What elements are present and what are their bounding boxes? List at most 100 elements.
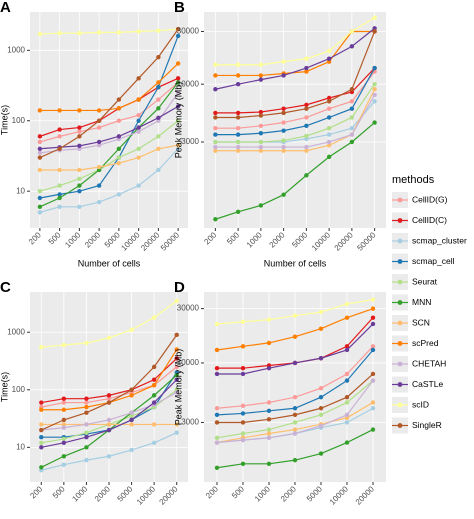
data-point <box>318 412 324 418</box>
data-point <box>344 344 350 349</box>
y-tick-label: 10000 <box>177 79 200 88</box>
panel-label: A <box>0 0 11 16</box>
data-point <box>57 31 62 36</box>
x-tick-label: 500 <box>225 230 241 246</box>
data-point <box>175 146 181 151</box>
data-point <box>318 423 324 429</box>
legend-label: MNN <box>412 297 431 307</box>
data-point <box>318 309 324 315</box>
data-point <box>39 440 44 445</box>
data-point <box>136 155 141 160</box>
data-point <box>304 115 309 120</box>
x-tick-label: 200 <box>204 484 220 500</box>
x-tick-label: 10000 <box>328 484 350 506</box>
y-tick-label: 100 <box>12 385 26 394</box>
data-point <box>174 364 179 370</box>
data-point <box>213 217 218 222</box>
data-point <box>372 92 377 98</box>
data-point <box>156 28 161 33</box>
data-point <box>136 76 141 81</box>
data-point <box>175 90 181 95</box>
data-point <box>349 106 355 111</box>
data-point <box>37 139 43 145</box>
legend-key-point <box>397 402 403 408</box>
data-point <box>349 99 355 104</box>
data-point <box>214 365 220 371</box>
data-point <box>84 400 89 405</box>
data-point <box>174 372 179 378</box>
x-tick-label: 20000 <box>333 230 355 252</box>
data-point <box>240 403 246 409</box>
series-line <box>39 120 179 192</box>
data-point <box>214 420 220 425</box>
data-point <box>61 422 67 427</box>
data-point <box>175 118 181 123</box>
data-point <box>214 412 220 418</box>
data-point <box>258 73 264 78</box>
data-point <box>61 440 67 445</box>
data-point <box>240 371 246 377</box>
data-point <box>151 383 157 388</box>
data-point <box>213 132 218 137</box>
data-point <box>57 108 62 113</box>
data-point <box>156 54 161 60</box>
series-line <box>39 35 179 199</box>
data-point <box>372 87 377 92</box>
data-point <box>214 435 220 441</box>
x-axis-label: Number of cells <box>264 258 327 268</box>
data-point <box>96 139 102 145</box>
x-tick-label: 500 <box>230 484 246 500</box>
data-point <box>304 144 309 150</box>
data-point <box>266 431 272 436</box>
data-point <box>304 56 309 61</box>
data-point <box>96 142 102 148</box>
data-point <box>266 365 272 371</box>
series-line <box>39 144 179 171</box>
data-point <box>240 431 246 436</box>
data-point <box>370 347 376 353</box>
data-point <box>258 203 264 208</box>
data-point <box>116 30 122 35</box>
x-tick-label: 500 <box>47 230 63 246</box>
legend-label: SCN <box>412 317 430 327</box>
data-point <box>116 160 122 166</box>
x-tick-label: 500 <box>51 484 67 500</box>
data-point <box>39 465 44 470</box>
x-tick-label: 5000 <box>305 484 324 503</box>
data-point <box>281 128 286 133</box>
data-point <box>96 125 102 130</box>
legend-label: CellID(G) <box>412 194 448 204</box>
x-tick-label: 2000 <box>268 230 287 249</box>
data-point <box>156 146 161 151</box>
data-point <box>326 99 332 104</box>
data-point <box>304 123 309 129</box>
y-tick-label: 30000 <box>177 27 200 36</box>
legend-key-point <box>397 197 403 203</box>
y-tick-label: 30000 <box>177 304 200 313</box>
data-point <box>304 102 309 108</box>
data-point <box>174 430 179 435</box>
data-point <box>318 326 324 331</box>
data-point <box>156 167 161 173</box>
data-point <box>84 422 89 427</box>
data-point <box>57 134 62 139</box>
y-axis-label: Peak Memory (Mb) <box>173 349 183 426</box>
data-point <box>61 417 67 423</box>
x-tick-label: 1000 <box>70 484 89 503</box>
legend-key-point <box>397 341 403 346</box>
data-point <box>116 97 122 102</box>
data-point <box>292 431 298 436</box>
x-tick-label: 200 <box>28 484 44 500</box>
data-point <box>240 411 246 416</box>
data-point <box>174 356 179 361</box>
data-point <box>174 347 179 352</box>
data-point <box>116 146 122 151</box>
y-tick-label: 3000 <box>181 418 199 427</box>
legend-label: scmap_cluster <box>412 235 467 245</box>
data-point <box>326 56 332 61</box>
data-point <box>136 29 141 34</box>
data-point <box>326 48 332 54</box>
data-point <box>370 321 376 327</box>
data-point <box>372 65 377 71</box>
data-point <box>106 427 112 433</box>
